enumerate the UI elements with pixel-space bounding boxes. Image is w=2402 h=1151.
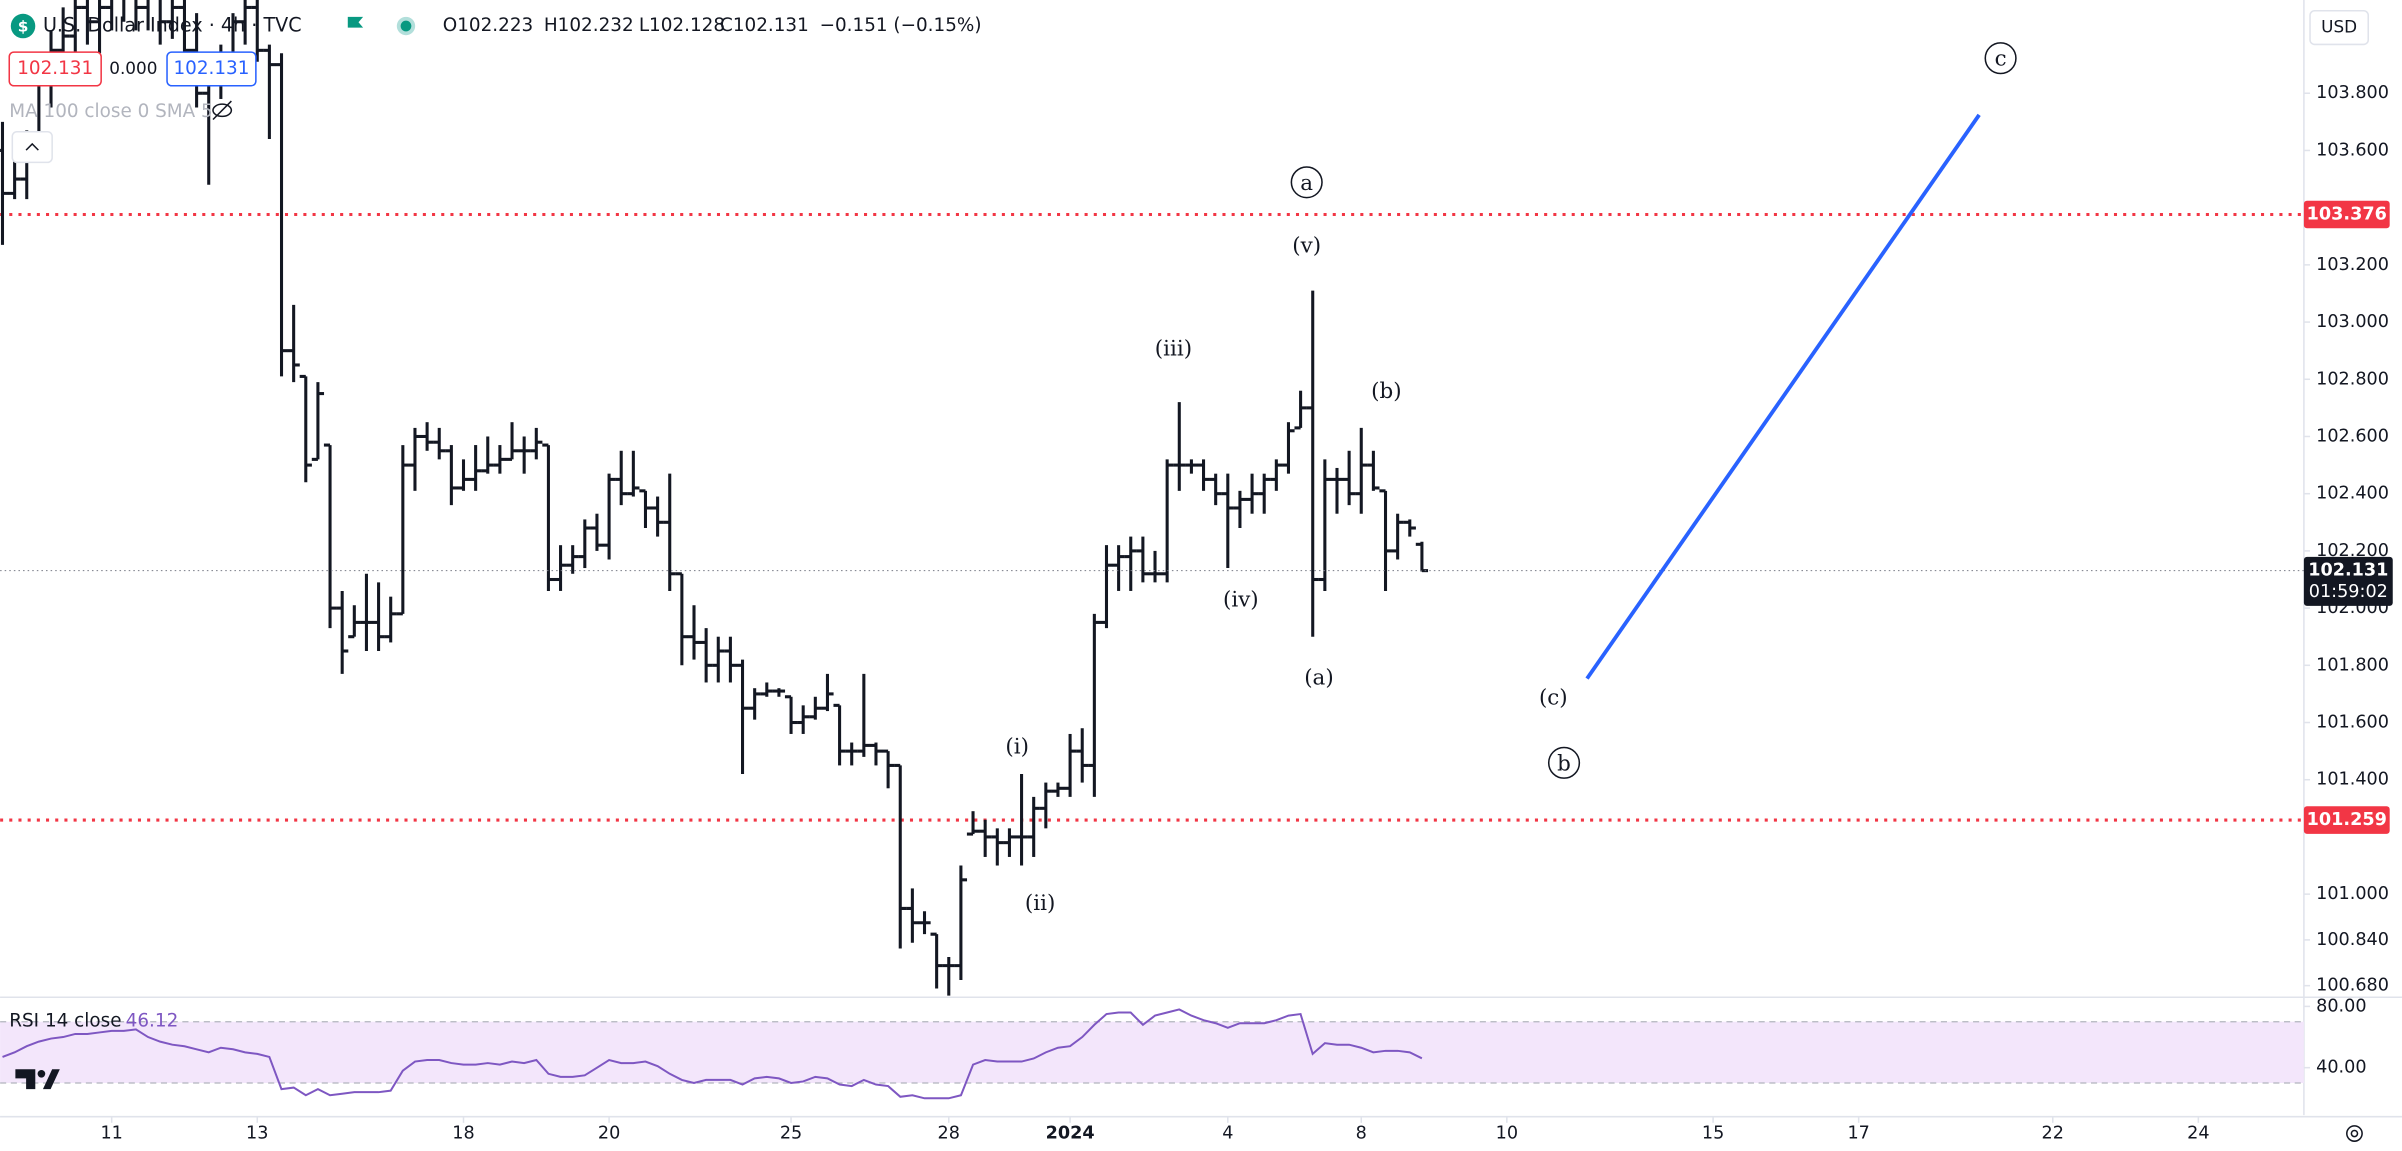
y-tick-label: 102.600 [2316,426,2389,446]
wave-label: (iii) [1155,336,1192,361]
collapse-arrow [25,142,39,151]
x-tick-label: 4 [1222,1124,1233,1144]
rsi-pane [0,1008,2304,1100]
y-tick-label: 101.600 [2316,713,2389,733]
symbol-icon [10,13,36,39]
wave-label: (v) [1292,234,1321,259]
status-dot [400,20,412,32]
rsi-value: 46.12 [126,1011,179,1032]
level-label-box [2303,806,2390,834]
x-tick-label: 28 [938,1124,960,1144]
rsi-tick-label: 80.00 [2316,996,2366,1016]
spread: 0.000 [109,58,157,78]
last-price-label: 102.131 [2308,561,2388,581]
y-tick-label: 101.000 [2316,884,2389,904]
y-tick-label: 100.680 [2316,976,2389,996]
x-tick-label: 15 [1702,1124,1724,1144]
x-tick-label: 10 [1496,1124,1518,1144]
wave-label: (c) [1539,686,1568,711]
price-pane [0,0,2304,996]
collapse-button[interactable] [11,130,53,164]
flag-icon[interactable] [347,16,364,28]
x-tick-label: 11 [100,1124,122,1144]
x-tick-label: 18 [452,1124,474,1144]
wave-label: (i) [1005,735,1029,760]
y-tick-label: 101.400 [2316,770,2389,790]
sell-button[interactable] [8,51,102,87]
x-tick-label: 22 [2042,1124,2064,1144]
level-label: 103.376 [2307,205,2387,225]
open-label: O102.223 [443,15,533,36]
rsi-title: RSI 14 close [9,1011,121,1032]
wave-circle [1290,166,1323,199]
wave-circle [1547,746,1581,779]
x-tick-label: 2024 [1046,1124,1095,1144]
x-tick-label: 17 [1847,1124,1869,1144]
rsi-band [0,1021,2304,1083]
symbol-icon-glyph: $ [18,17,29,35]
countdown: 01:59:02 [2309,582,2388,602]
y-tick-label: 102.200 [2316,541,2389,561]
change-label: −0.151 (−0.15%) [820,15,982,36]
high-label: H102.232 [544,15,634,36]
currency-label: USD [2321,17,2357,37]
hidden-eye-icon[interactable] [212,100,233,121]
y-tick-label: 101.800 [2316,655,2389,675]
wave-label: (iv) [1223,587,1259,612]
y-tick-label: 102.800 [2316,369,2389,389]
wave-label: (b) [1371,379,1401,404]
wave-label: b [1557,751,1571,776]
y-tick-label: 103.600 [2316,140,2389,160]
symbol-title: U.S. Dollar Index · 4h · TVC [43,14,302,37]
level-label: 101.259 [2307,810,2387,830]
y-tick-label: 103.000 [2316,312,2389,332]
buy-price: 102.131 [173,58,249,79]
x-tick-label: 13 [246,1124,268,1144]
y-tick-label: 103.200 [2316,255,2389,275]
buy-button[interactable] [166,51,257,87]
last-price-box [2303,556,2393,606]
trend-line[interactable] [1585,113,1981,680]
wave-circle [1984,42,2017,75]
y-tick-label: 100.840 [2316,930,2389,950]
level-label-box [2303,200,2390,229]
wave-label: (ii) [1025,891,1055,916]
y-tick-label: 102.400 [2316,484,2389,504]
currency-button[interactable] [2309,9,2370,46]
x-tick-label: 20 [598,1124,620,1144]
wave-label: (a) [1304,666,1334,691]
rsi-line [2,1008,1423,1100]
indicator-label: MA 100 close 0 SMA 5 [9,101,213,122]
tradingview-logo [15,1069,60,1090]
overlay: $ U.S. Dollar Index · 4h · TVC O102.223 … [8,9,2370,1142]
x-tick-label: 25 [780,1124,802,1144]
wave-label: a [1300,171,1313,196]
x-tick-label: 8 [1356,1124,1367,1144]
y-tick-label: 103.800 [2316,83,2389,103]
low-label: L102.128 [639,15,725,36]
wave-label: c [1995,47,2007,72]
close-label: C102.131 [720,15,809,36]
settings-icon[interactable] [2346,1125,2363,1142]
sell-price: 102.131 [17,58,93,79]
x-tick-label: 24 [2187,1124,2209,1144]
rsi-tick-label: 40.00 [2316,1058,2366,1078]
